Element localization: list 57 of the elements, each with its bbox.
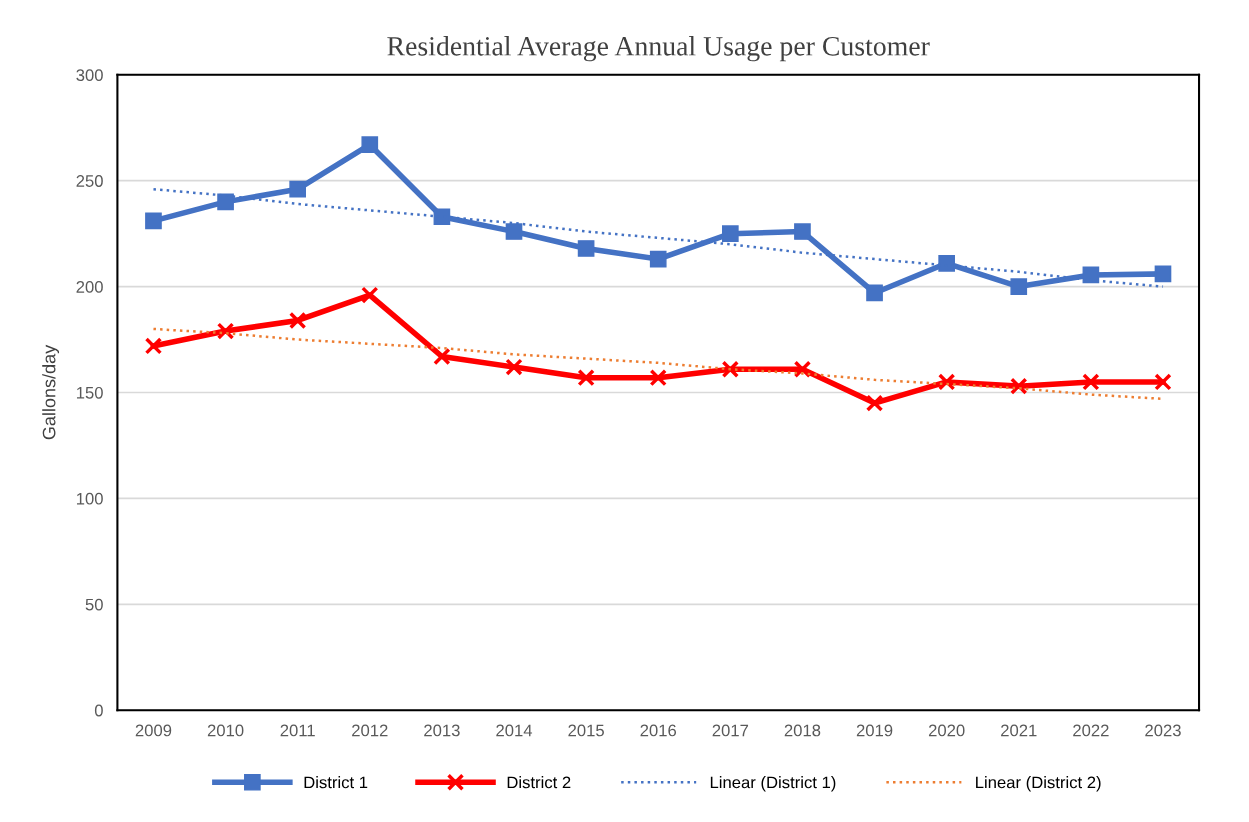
point: [793, 360, 812, 378]
point: [1082, 373, 1100, 391]
point: [217, 193, 234, 211]
x-tick-label: 2017: [712, 724, 749, 737]
point: [505, 358, 523, 376]
point: [865, 394, 884, 412]
x-tick-label: 2014: [496, 724, 533, 737]
y-tick-label: 250: [76, 175, 103, 187]
legend-label: District 1: [304, 776, 368, 789]
y-axis-title: Gallons/day: [42, 344, 60, 440]
y-tick-label: 300: [76, 69, 103, 82]
x-tick-label: 2013: [424, 724, 460, 737]
legend-label: Linear (District 2): [976, 776, 1101, 792]
point: [938, 254, 955, 272]
y-tick-label: 100: [76, 492, 103, 505]
y-tick-label: 50: [85, 598, 103, 611]
point: [505, 223, 523, 240]
point: [144, 337, 163, 355]
point: [649, 250, 667, 268]
point: [577, 368, 595, 387]
x-tick-label: 2010: [207, 724, 244, 737]
chart-title: Residential Average Annual Usage per Customer: [387, 36, 930, 62]
point: [433, 347, 451, 366]
point: [1154, 265, 1172, 283]
x-tick-label: 2009: [135, 724, 172, 737]
x-tick-label: 2022: [1073, 724, 1109, 737]
y-tick-label: 0: [94, 704, 103, 717]
x-tick-label: 2012: [352, 724, 388, 737]
point: [577, 240, 595, 257]
point: [433, 208, 451, 226]
x-tick-label: 2020: [928, 724, 965, 737]
point: [1010, 278, 1028, 295]
point: [721, 360, 740, 378]
legend-label: Linear (District 1): [710, 776, 836, 792]
x-tick-label: 2016: [640, 724, 677, 737]
x-tick-label: 2019: [856, 724, 893, 737]
point: [1010, 377, 1028, 395]
point: [288, 311, 307, 330]
point: [361, 136, 379, 154]
x-tick-label: 2015: [568, 724, 604, 737]
point: [649, 368, 667, 387]
x-tick-label: 2023: [1145, 724, 1181, 737]
legend-label: District 2: [507, 776, 571, 789]
point: [361, 286, 379, 304]
y-tick-label: 200: [76, 281, 103, 293]
point: [937, 373, 956, 391]
point: [1154, 373, 1172, 391]
point: [794, 223, 811, 240]
point: [289, 180, 307, 198]
point: [216, 322, 235, 340]
x-tick-label: 2018: [784, 724, 821, 737]
point: [866, 284, 883, 302]
point: [145, 212, 162, 230]
y-tick-label: 150: [76, 386, 103, 399]
x-tick-label: 2021: [1001, 724, 1037, 737]
point: [721, 225, 739, 242]
x-tick-label: 2011: [280, 724, 315, 737]
